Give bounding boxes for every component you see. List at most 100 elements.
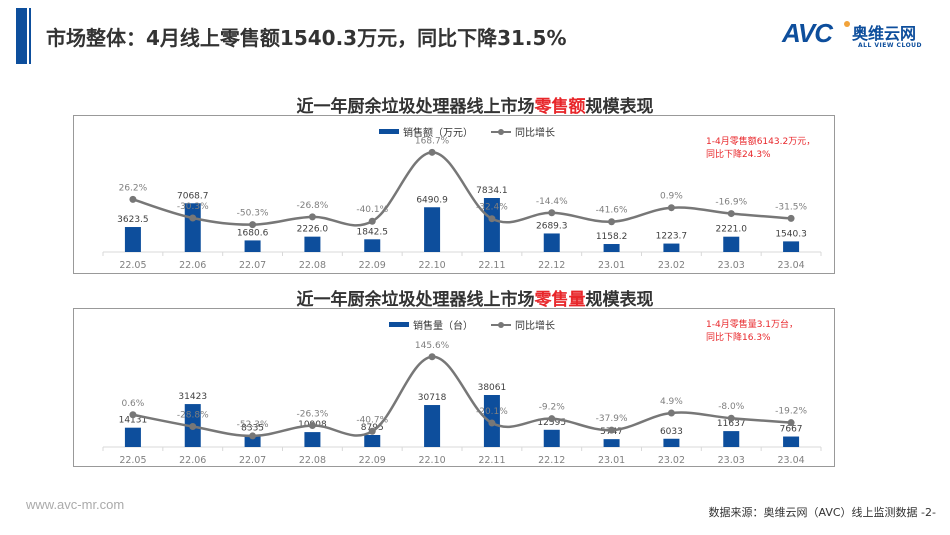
x-tick-label: 22.12 <box>538 260 565 271</box>
chart-legend: 销售额（万元） 同比增长 <box>379 124 555 139</box>
yoy-line <box>132 151 792 227</box>
bar <box>184 203 201 252</box>
x-tick-label: 22.10 <box>418 455 445 466</box>
bar-value-label: 6490.9 <box>416 195 448 205</box>
yoy-point <box>249 432 257 440</box>
yoy-label: 0.6% <box>121 399 144 409</box>
yoy-point <box>308 422 316 430</box>
legend-bar-label: 销售量（台） <box>413 321 473 332</box>
annotation-line-1: 1-4月零售额6143.2万元， <box>706 137 816 147</box>
chart-plot: 3623.5 22.05 7068.7 22.06 1680.6 22.07 2226.0 2… <box>102 136 822 271</box>
bar <box>543 429 560 447</box>
bar <box>124 227 141 252</box>
logo-en: ALL VIEW CLOUD <box>858 42 923 49</box>
yoy-point <box>787 214 795 222</box>
yoy-point <box>608 426 616 434</box>
yoy-label: -40.1% <box>356 205 388 215</box>
bar-value-label: 3623.5 <box>117 215 148 225</box>
yoy-label: -20.1% <box>476 407 508 417</box>
yoy-point <box>249 221 257 229</box>
yoy-label: -28.8% <box>177 411 209 421</box>
bar-value-label: 2689.3 <box>536 221 568 231</box>
bar <box>783 241 800 252</box>
yoy-point <box>548 209 556 217</box>
chart-title-suffix: 规模表现 <box>585 97 654 117</box>
bar-value-label: 6033 <box>660 427 683 437</box>
bar <box>663 243 680 252</box>
yoy-point <box>129 195 137 203</box>
yoy-point <box>488 419 496 427</box>
yoy-point <box>189 214 197 222</box>
bar-value-label: 1540.3 <box>775 229 807 239</box>
yoy-label: -26.3% <box>296 410 328 420</box>
yoy-point <box>189 423 197 431</box>
legend-bar-label: 销售额（万元） <box>403 128 473 139</box>
title-accent-bar <box>16 8 31 64</box>
x-tick-label: 22.07 <box>239 260 266 271</box>
bar <box>483 198 500 252</box>
bar-value-label: 1223.7 <box>656 232 688 242</box>
bar <box>304 236 321 252</box>
yoy-label: -52.3% <box>237 420 269 430</box>
bar-value-label: 1680.6 <box>237 228 269 238</box>
yoy-label: -26.8% <box>296 201 328 211</box>
bar <box>663 438 680 447</box>
chart-sales-value: 3623.5 22.05 7068.7 22.06 1680.6 22.07 2226.0 2… <box>73 115 835 274</box>
x-tick-label: 22.05 <box>119 260 146 271</box>
x-tick-label: 23.02 <box>658 455 685 466</box>
yoy-label: -50.3% <box>237 209 269 219</box>
yoy-point <box>548 415 556 423</box>
chart-annotation: 1-4月零售量3.1万台， 同比下降16.3% <box>706 319 798 345</box>
x-tick-label: 23.03 <box>718 260 745 271</box>
yoy-label: 4.9% <box>660 397 683 407</box>
x-tick-label: 22.07 <box>239 455 266 466</box>
x-tick-label: 23.03 <box>718 455 745 466</box>
bar-value-label: 14131 <box>119 416 148 426</box>
yoy-label: 0.9% <box>660 192 683 202</box>
yoy-point <box>428 148 436 156</box>
avc-logo: AVC 奥维云网 ALL VIEW CLOUD <box>782 16 942 56</box>
yoy-label: 168.7% <box>415 136 450 146</box>
yoy-point <box>667 204 675 212</box>
yoy-label: -14.4% <box>536 197 568 207</box>
bar <box>364 434 381 447</box>
x-tick-label: 22.09 <box>359 455 386 466</box>
yoy-label: -40.7% <box>356 415 388 425</box>
annotation-line-2: 同比下降24.3% <box>706 150 771 160</box>
x-tick-label: 22.10 <box>418 260 445 271</box>
x-tick-label: 22.06 <box>179 455 206 466</box>
bar <box>124 427 141 447</box>
bar-value-label: 1158.2 <box>596 232 628 242</box>
chart-title-prefix: 近一年厨余垃圾处理器线上市场 <box>296 97 535 117</box>
bar-value-label: 2221.0 <box>716 225 748 235</box>
legend-line-label: 同比增长 <box>515 128 555 139</box>
bar <box>424 207 441 252</box>
x-tick-label: 23.04 <box>777 455 804 466</box>
legend-line-label: 同比增长 <box>515 321 555 332</box>
yoy-point <box>428 353 436 361</box>
logo-mark: AVC <box>782 18 833 48</box>
x-tick-label: 22.05 <box>119 455 146 466</box>
logo-dot-icon <box>844 21 850 27</box>
yoy-label: -8.0% <box>718 402 745 412</box>
chart-title-suffix: 规模表现 <box>585 290 654 310</box>
annotation-line-2: 同比下降16.3% <box>706 333 771 343</box>
bar-value-label: 1842.5 <box>357 227 389 237</box>
x-tick-label: 22.12 <box>538 455 565 466</box>
x-tick-label: 23.01 <box>598 455 625 466</box>
bar <box>364 239 381 252</box>
x-tick-label: 22.11 <box>478 455 505 466</box>
chart-plot: 1413122.053142322.06833522.071090822.088… <box>102 341 822 466</box>
x-tick-label: 23.04 <box>777 260 804 271</box>
chart-title-sales-volume: 近一年厨余垃圾处理器线上市场零售量规模表现 <box>0 285 950 310</box>
yoy-point <box>368 217 376 225</box>
yoy-label: -37.9% <box>596 414 628 424</box>
yoy-point <box>667 409 675 417</box>
x-tick-label: 22.08 <box>299 455 326 466</box>
bar <box>304 432 321 447</box>
chart-title-highlight: 零售量 <box>534 290 586 310</box>
yoy-point <box>368 427 376 435</box>
chart-title-sales-value: 近一年厨余垃圾处理器线上市场零售额规模表现 <box>0 92 950 117</box>
annotation-line-1: 1-4月零售量3.1万台， <box>706 320 799 330</box>
yoy-point <box>308 213 316 221</box>
